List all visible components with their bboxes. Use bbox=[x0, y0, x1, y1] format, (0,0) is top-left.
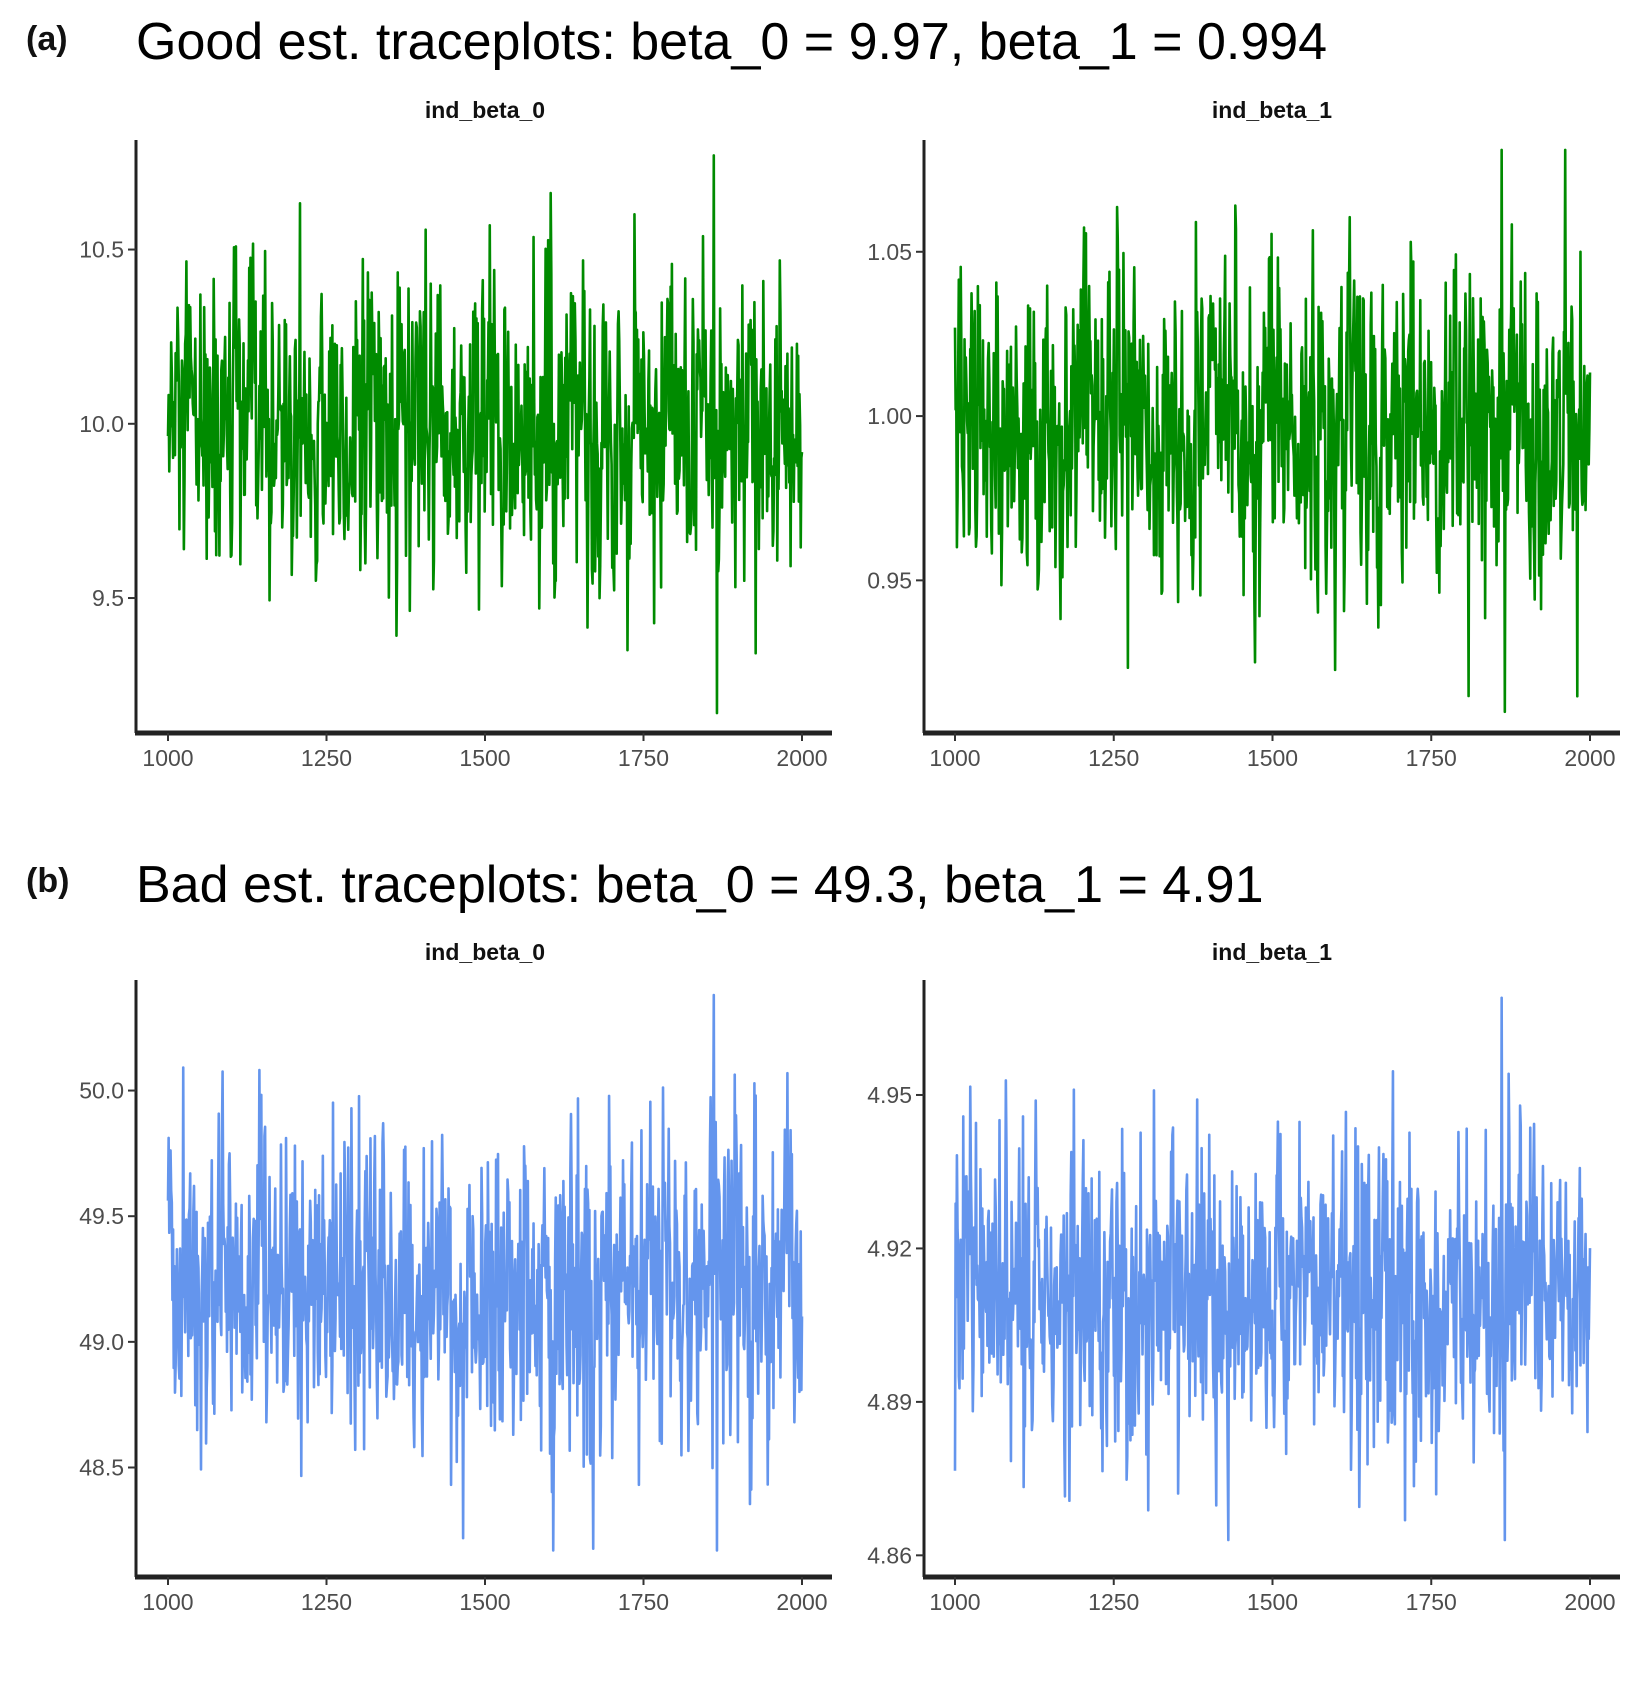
facet-title: ind_beta_1 bbox=[1212, 939, 1332, 965]
y-tick-label: 4.95 bbox=[867, 1082, 912, 1108]
x-tick-label: 1750 bbox=[1406, 745, 1457, 771]
x-tick-label: 1750 bbox=[618, 745, 669, 771]
y-tick-label: 0.95 bbox=[867, 567, 912, 593]
chart-3: ind_beta_0 48.5 49.0 49.5 50.0 1000 1250 1500 17… bbox=[79, 939, 832, 1615]
trace-line-ind_beta_0 bbox=[166, 154, 804, 715]
x-tick-label: 1250 bbox=[301, 745, 352, 771]
x-tick-label: 1000 bbox=[929, 1589, 980, 1615]
x-tick-label: 1500 bbox=[1247, 1589, 1298, 1615]
x-tick-label: 1750 bbox=[618, 1589, 669, 1615]
x-tick-label: 1250 bbox=[1088, 745, 1139, 771]
x-tick-label: 1250 bbox=[1088, 1589, 1139, 1615]
y-tick-label: 4.89 bbox=[867, 1389, 912, 1415]
y-tick-label: 4.92 bbox=[867, 1235, 912, 1261]
chart-1: ind_beta_0 9.5 10.0 10.5 1000 1250 1500 1750 200… bbox=[79, 97, 832, 771]
trace-line-ind_beta_1 bbox=[953, 148, 1592, 714]
x-tick-label: 1500 bbox=[459, 1589, 510, 1615]
panel-a-label: (a) bbox=[26, 20, 68, 58]
x-tick-label: 1750 bbox=[1406, 1589, 1457, 1615]
x-tick-label: 1000 bbox=[929, 745, 980, 771]
y-tick-label: 49.5 bbox=[79, 1203, 124, 1229]
x-tick-label: 1000 bbox=[142, 745, 193, 771]
y-tick-label: 1.00 bbox=[867, 403, 912, 429]
y-tick-label: 4.86 bbox=[867, 1542, 912, 1568]
y-tick-label: 49.0 bbox=[79, 1329, 124, 1355]
chart-2: ind_beta_1 0.95 1.00 1.05 1000 1250 1500 1750 20… bbox=[867, 97, 1620, 771]
panel-a-title: Good est. traceplots: beta_0 = 9.97, bet… bbox=[136, 13, 1328, 71]
panel-b-title: Bad est. traceplots: beta_0 = 49.3, beta… bbox=[136, 856, 1264, 914]
y-tick-label: 10.5 bbox=[79, 237, 124, 263]
trace-line-ind_beta_1 bbox=[953, 996, 1592, 1542]
y-tick-label: 10.0 bbox=[79, 411, 124, 437]
y-tick-label: 50.0 bbox=[79, 1078, 124, 1104]
facet-title: ind_beta_1 bbox=[1212, 97, 1332, 123]
x-tick-label: 2000 bbox=[776, 1589, 827, 1615]
y-tick-label: 1.05 bbox=[867, 239, 912, 265]
x-tick-label: 1500 bbox=[459, 745, 510, 771]
y-tick-label: 48.5 bbox=[79, 1455, 124, 1481]
chart-4: ind_beta_1 4.86 4.89 4.92 4.95 1000 1250 1500 17… bbox=[867, 939, 1620, 1615]
y-tick-label: 9.5 bbox=[92, 585, 124, 611]
trace-line-ind_beta_0 bbox=[166, 993, 804, 1552]
x-tick-label: 2000 bbox=[776, 745, 827, 771]
x-tick-label: 2000 bbox=[1564, 745, 1615, 771]
x-tick-label: 1500 bbox=[1247, 745, 1298, 771]
facet-title: ind_beta_0 bbox=[425, 97, 545, 123]
panel-b-label: (b) bbox=[26, 862, 70, 900]
x-tick-label: 2000 bbox=[1564, 1589, 1615, 1615]
x-tick-label: 1000 bbox=[142, 1589, 193, 1615]
x-tick-label: 1250 bbox=[301, 1589, 352, 1615]
facet-title: ind_beta_0 bbox=[425, 939, 545, 965]
